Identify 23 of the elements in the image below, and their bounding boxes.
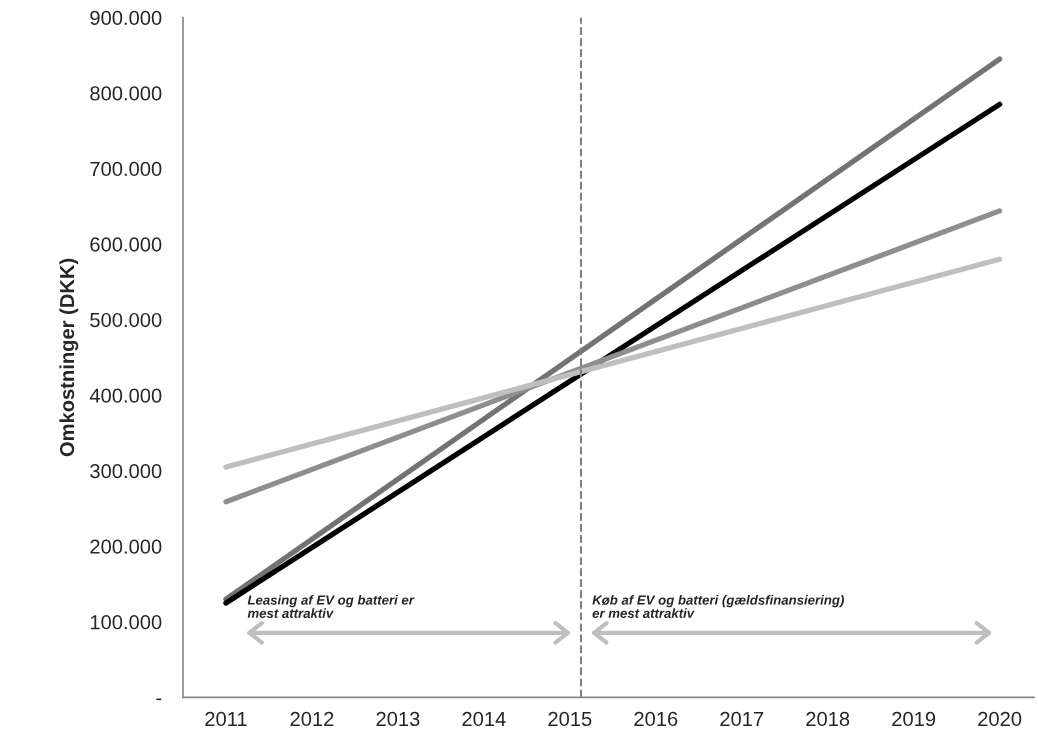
annotation: Leasing af EV og batteri er mest attraktiv <box>247 595 415 618</box>
y-tick-label: 700.000 <box>90 161 162 177</box>
y-tick-label: 600.000 <box>90 237 162 252</box>
x-tick-label: 2016 <box>634 711 678 727</box>
y-tick-label: 300.000 <box>90 464 162 479</box>
x-tick-label: 2019 <box>892 711 936 727</box>
y-tick-label: 900.000 <box>90 10 162 25</box>
x-tick-label: 2013 <box>376 711 420 727</box>
x-tick-label: 2012 <box>290 711 334 727</box>
x-tick-label: 2011 <box>205 711 247 727</box>
y-axis-title: Omkostninger (DKK) <box>59 258 79 457</box>
x-tick-label: 2020 <box>978 711 1022 727</box>
x-tick-label: 2015 <box>548 711 592 727</box>
y-tick-label: 200.000 <box>90 539 162 554</box>
y-tick-label: - <box>156 698 162 701</box>
y-tick-label: 800.000 <box>90 86 162 101</box>
y-tick-label: 500.000 <box>90 312 162 328</box>
y-tick-label: 100.000 <box>90 615 162 630</box>
x-tick-label: 2014 <box>462 711 506 727</box>
annotation: Køb af EV og batteri (gældsfinansiering) er mest attraktiv <box>592 595 844 618</box>
y-tick-label: 400.000 <box>89 388 162 403</box>
x-tick-label: 2017 <box>720 711 764 727</box>
x-tick-label: 2018 <box>806 711 850 727</box>
